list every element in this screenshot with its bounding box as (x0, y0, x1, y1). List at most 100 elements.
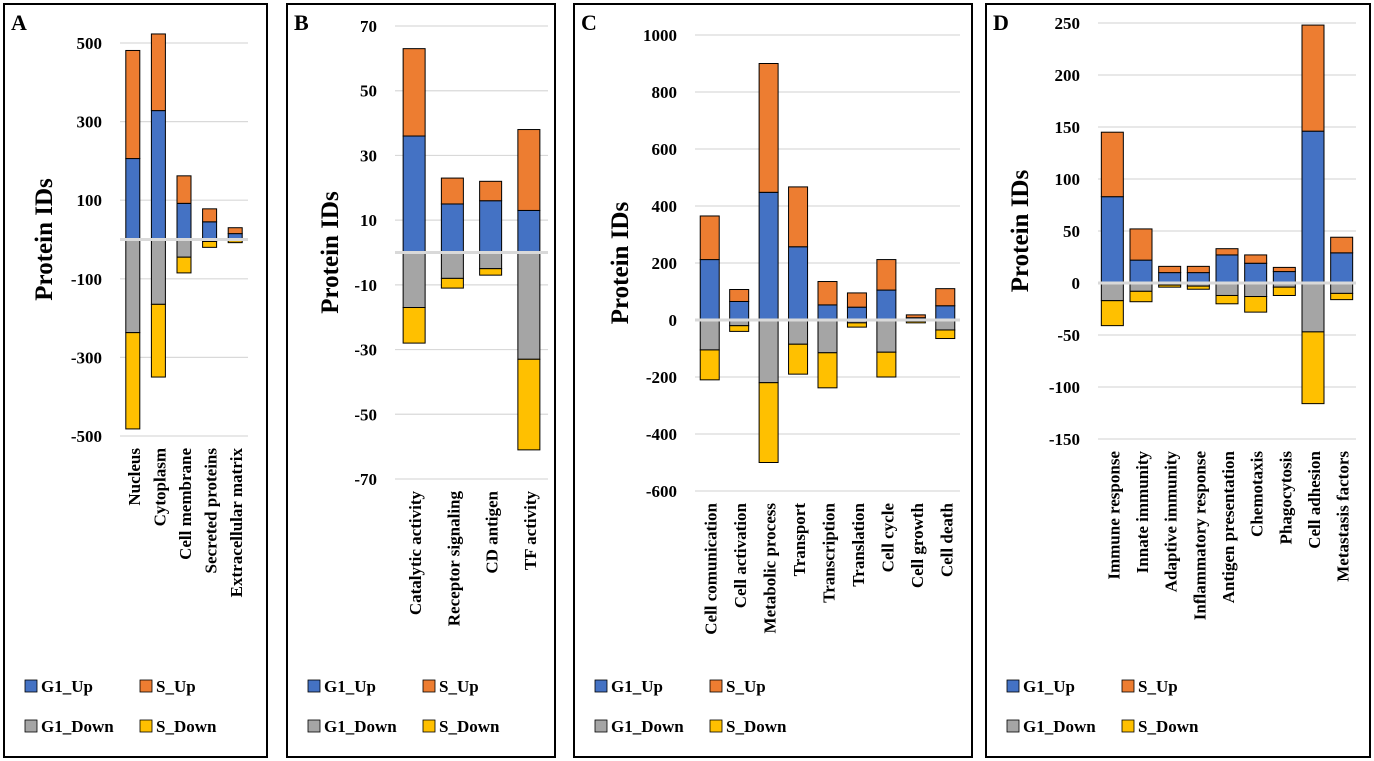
panel-b-bar-receptor-signaling-g1-up (440, 203, 464, 253)
panel-d-bar-phagocytosis-s-up (1272, 266, 1296, 273)
panel-c-bar-cell-cycle-s-down (876, 351, 897, 378)
panel-d-category-label: Chemotaxis (1248, 451, 1267, 537)
panel-c-bar-transcription-g1-down (817, 319, 838, 354)
panel-d-ylabel: Protein IDs (1007, 170, 1034, 293)
panel-b-category-label: Receptor signaling (444, 491, 463, 627)
panel-b-legend-swatch-g1-up (307, 679, 321, 693)
panel-c-ytick-label: -600 (646, 482, 677, 501)
panel-a-bar-nucleus-s-up (125, 49, 141, 160)
panel-c-bar-cell-comunication-s-down (699, 349, 720, 381)
panel-c-bar-cell-death-s-down (935, 329, 956, 340)
panel-b-legend-label-s-up: S_Up (439, 677, 479, 696)
panel-c-bar-cell-activation-g1-up (729, 300, 750, 321)
panel-b-letter: B (294, 10, 309, 35)
panel-c-ytick-label: 400 (652, 197, 678, 216)
panel-c-bar-transcription-s-up (817, 281, 838, 306)
panel-a-ytick-label: -500 (71, 427, 102, 446)
panel-b-legend-label-g1-down: G1_Down (324, 717, 397, 736)
panel-d-legend-swatch-s-up (1121, 679, 1135, 693)
panel-a-ytick-label: 500 (77, 34, 103, 53)
panel-b-ytick-label: -50 (354, 405, 377, 424)
panel-d-category-label: Inflammatory response (1190, 451, 1209, 621)
panel-c-bar-cell-cycle-s-up (876, 259, 897, 291)
panel-c-bar-cell-comunication-s-up (699, 215, 720, 261)
panel-c-legend-label-g1-up: G1_Up (611, 677, 663, 696)
panel-b-bar-catalytic-activity-g1-down (402, 252, 426, 309)
panel-c-category-label: Cell activation (731, 502, 750, 608)
panel-d-ytick-label: -150 (1049, 430, 1080, 449)
panel-d-bar-chemotaxis-s-down (1244, 296, 1268, 313)
panel-b-ytick-label: -10 (354, 276, 377, 295)
panel-d-category-label: Innate immunity (1133, 451, 1152, 574)
panel-d-category-label: Phagocytosis (1276, 451, 1295, 545)
panel-d-legend-label-g1-up: G1_Up (1023, 677, 1075, 696)
panel-c-bar-cell-activation-s-down (729, 325, 750, 332)
panel-c-bar-transport-g1-up (788, 246, 809, 321)
panel-d-bar-chemotaxis-s-up (1244, 254, 1268, 264)
panel-b-bar-tf-activity-s-down (517, 358, 541, 451)
panel-a-legend-label-s-up: S_Up (156, 677, 196, 696)
panel-a-ytick-label: -100 (71, 270, 102, 289)
panel-d-category-label: Cell adhesion (1305, 450, 1324, 548)
panel-c-category-label: Cell comunication (702, 502, 721, 634)
panel-b-bar-receptor-signaling-s-up (440, 177, 464, 205)
panel-c-ytick-label: 0 (669, 311, 678, 330)
panel-b-ylabel: Protein IDs (317, 191, 344, 314)
panel-d-bar-metastasis-factors-g1-down (1330, 282, 1354, 294)
panel-c-bar-metabolic-process-s-down (758, 382, 779, 464)
panel-b-legend-label-g1-up: G1_Up (324, 677, 376, 696)
panel-d-bar-antigen-presentation-s-up (1215, 248, 1239, 256)
panel-d-letter: D (993, 10, 1009, 35)
panel-d-ytick-label: 150 (1055, 118, 1081, 137)
panel-d-bar-immune-response-s-up (1100, 131, 1124, 198)
panel-a-legend-swatch-g1-down (24, 719, 38, 733)
panel-c-bar-metabolic-process-g1-up (758, 191, 779, 321)
panel-a-bar-cell-membrane-g1-up (176, 202, 192, 240)
panel-d-category-label: Metastasis factors (1334, 451, 1353, 582)
panel-a-category-label: Extracellular matrix (227, 448, 246, 598)
panel-c-ylabel: Protein IDs (607, 202, 634, 325)
panel-c-bar-transport-s-down (788, 343, 809, 375)
panel-c-letter: C (581, 10, 597, 35)
panel-b-ytick-label: 50 (360, 82, 377, 101)
panel-d-ytick-label: 100 (1055, 170, 1081, 189)
panel-d-bar-antigen-presentation-g1-up (1215, 254, 1239, 284)
panel-c-bar-cell-growth-s-up (905, 314, 926, 319)
panel-d-ytick-label: 250 (1055, 14, 1081, 33)
panel-b-bar-tf-activity-g1-up (517, 209, 541, 253)
panel-a-bar-cell-membrane-s-down (176, 256, 192, 274)
panel-d-legend-swatch-g1-down (1006, 719, 1020, 733)
panel-a-category-label: Cell membrane (176, 448, 195, 560)
panel-d-bar-antigen-presentation-g1-down (1215, 282, 1239, 296)
panel-d-bar-chemotaxis-g1-up (1244, 262, 1268, 284)
panel-d-bar-phagocytosis-s-down (1272, 286, 1296, 296)
panel-c-bar-transcription-s-down (817, 352, 838, 389)
panel-d-bar-adaptive-immunity-g1-up (1158, 272, 1182, 284)
panel-d-bar-innate-immunity-g1-up (1129, 259, 1153, 284)
panel-b-legend-swatch-s-up (422, 679, 436, 693)
panel-d-bar-inflammatory-response-g1-up (1186, 272, 1210, 284)
panel-b-bar-receptor-signaling-g1-down (440, 252, 464, 279)
panel-c-legend-swatch-s-up (709, 679, 723, 693)
panel-b-bar-catalytic-activity-s-down (402, 307, 426, 344)
panel-a-category-label: Cytoplasm (150, 448, 169, 526)
panel-a-bar-cytoplasm-s-down (150, 303, 166, 378)
panel-d-bar-immune-response-g1-down (1100, 282, 1124, 302)
panel-a-ytick-label: 100 (77, 191, 103, 210)
panel-c-bar-cell-comunication-g1-down (699, 319, 720, 351)
panel-d-bar-innate-immunity-s-up (1129, 228, 1153, 261)
panel-c-category-label: Cell death (937, 502, 956, 577)
panel-c-bar-cell-cycle-g1-down (876, 319, 897, 353)
panel-c-category-label: Transport (790, 503, 809, 577)
panel-b-bar-tf-activity-g1-down (517, 252, 541, 360)
panel-d-ytick-label: 0 (1072, 274, 1081, 293)
panel-a-legend-label-g1-down: G1_Down (41, 717, 114, 736)
panel-a-legend-swatch-g1-up (24, 679, 38, 693)
panel-d-legend-label-s-up: S_Up (1138, 677, 1178, 696)
panel-c-legend-swatch-g1-down (594, 719, 608, 733)
panel-c-category-label: Cell growth (908, 502, 927, 588)
panel-a-bar-cell-membrane-g1-down (176, 239, 192, 258)
panel-d-category-label: Antigen presentation (1219, 450, 1238, 603)
panel-d-bar-metastasis-factors-s-down (1330, 292, 1354, 301)
panel-a-legend-swatch-s-up (139, 679, 153, 693)
